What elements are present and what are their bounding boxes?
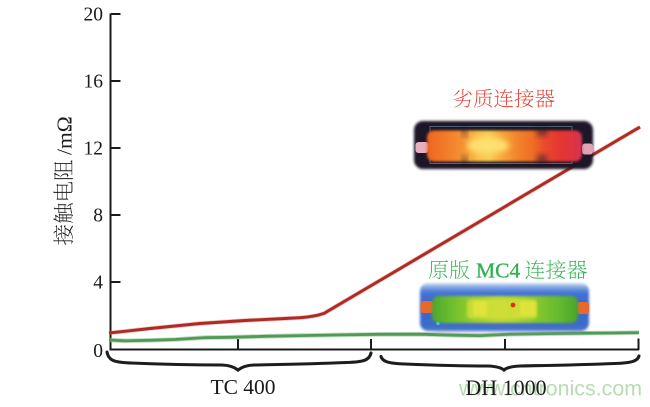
svg-text:12: 12 (84, 139, 104, 160)
svg-text:8: 8 (93, 206, 103, 227)
svg-text:/mΩ: /mΩ (52, 116, 76, 155)
svg-text:MC4: MC4 (476, 259, 520, 283)
svg-text:16: 16 (84, 72, 104, 93)
svg-text:TC 400: TC 400 (210, 375, 275, 399)
svg-text:4: 4 (93, 273, 103, 294)
svg-text:20: 20 (84, 5, 104, 26)
svg-text:0: 0 (93, 341, 103, 362)
svg-text:www.cntronics.com: www.cntronics.com (458, 377, 642, 401)
svg-text:DH 1000: DH 1000 (465, 375, 546, 400)
